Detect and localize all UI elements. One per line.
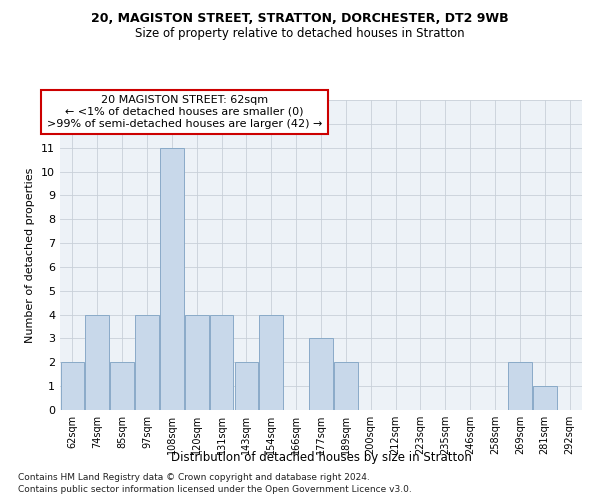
Y-axis label: Number of detached properties: Number of detached properties <box>25 168 35 342</box>
Bar <box>210 314 233 410</box>
Text: Contains HM Land Registry data © Crown copyright and database right 2024.: Contains HM Land Registry data © Crown c… <box>18 473 370 482</box>
Text: Size of property relative to detached houses in Stratton: Size of property relative to detached ho… <box>135 28 465 40</box>
Bar <box>160 148 184 410</box>
Text: 20 MAGISTON STREET: 62sqm
← <1% of detached houses are smaller (0)
>99% of semi-: 20 MAGISTON STREET: 62sqm ← <1% of detac… <box>47 96 322 128</box>
Bar <box>533 386 557 410</box>
Bar <box>235 362 258 410</box>
Bar <box>259 314 283 410</box>
Bar <box>334 362 358 410</box>
Bar <box>110 362 134 410</box>
Text: Contains public sector information licensed under the Open Government Licence v3: Contains public sector information licen… <box>18 486 412 494</box>
Bar <box>309 338 333 410</box>
Bar <box>85 314 109 410</box>
Bar <box>135 314 159 410</box>
Text: Distribution of detached houses by size in Stratton: Distribution of detached houses by size … <box>170 451 472 464</box>
Bar <box>508 362 532 410</box>
Text: 20, MAGISTON STREET, STRATTON, DORCHESTER, DT2 9WB: 20, MAGISTON STREET, STRATTON, DORCHESTE… <box>91 12 509 26</box>
Bar <box>185 314 209 410</box>
Bar <box>61 362 84 410</box>
